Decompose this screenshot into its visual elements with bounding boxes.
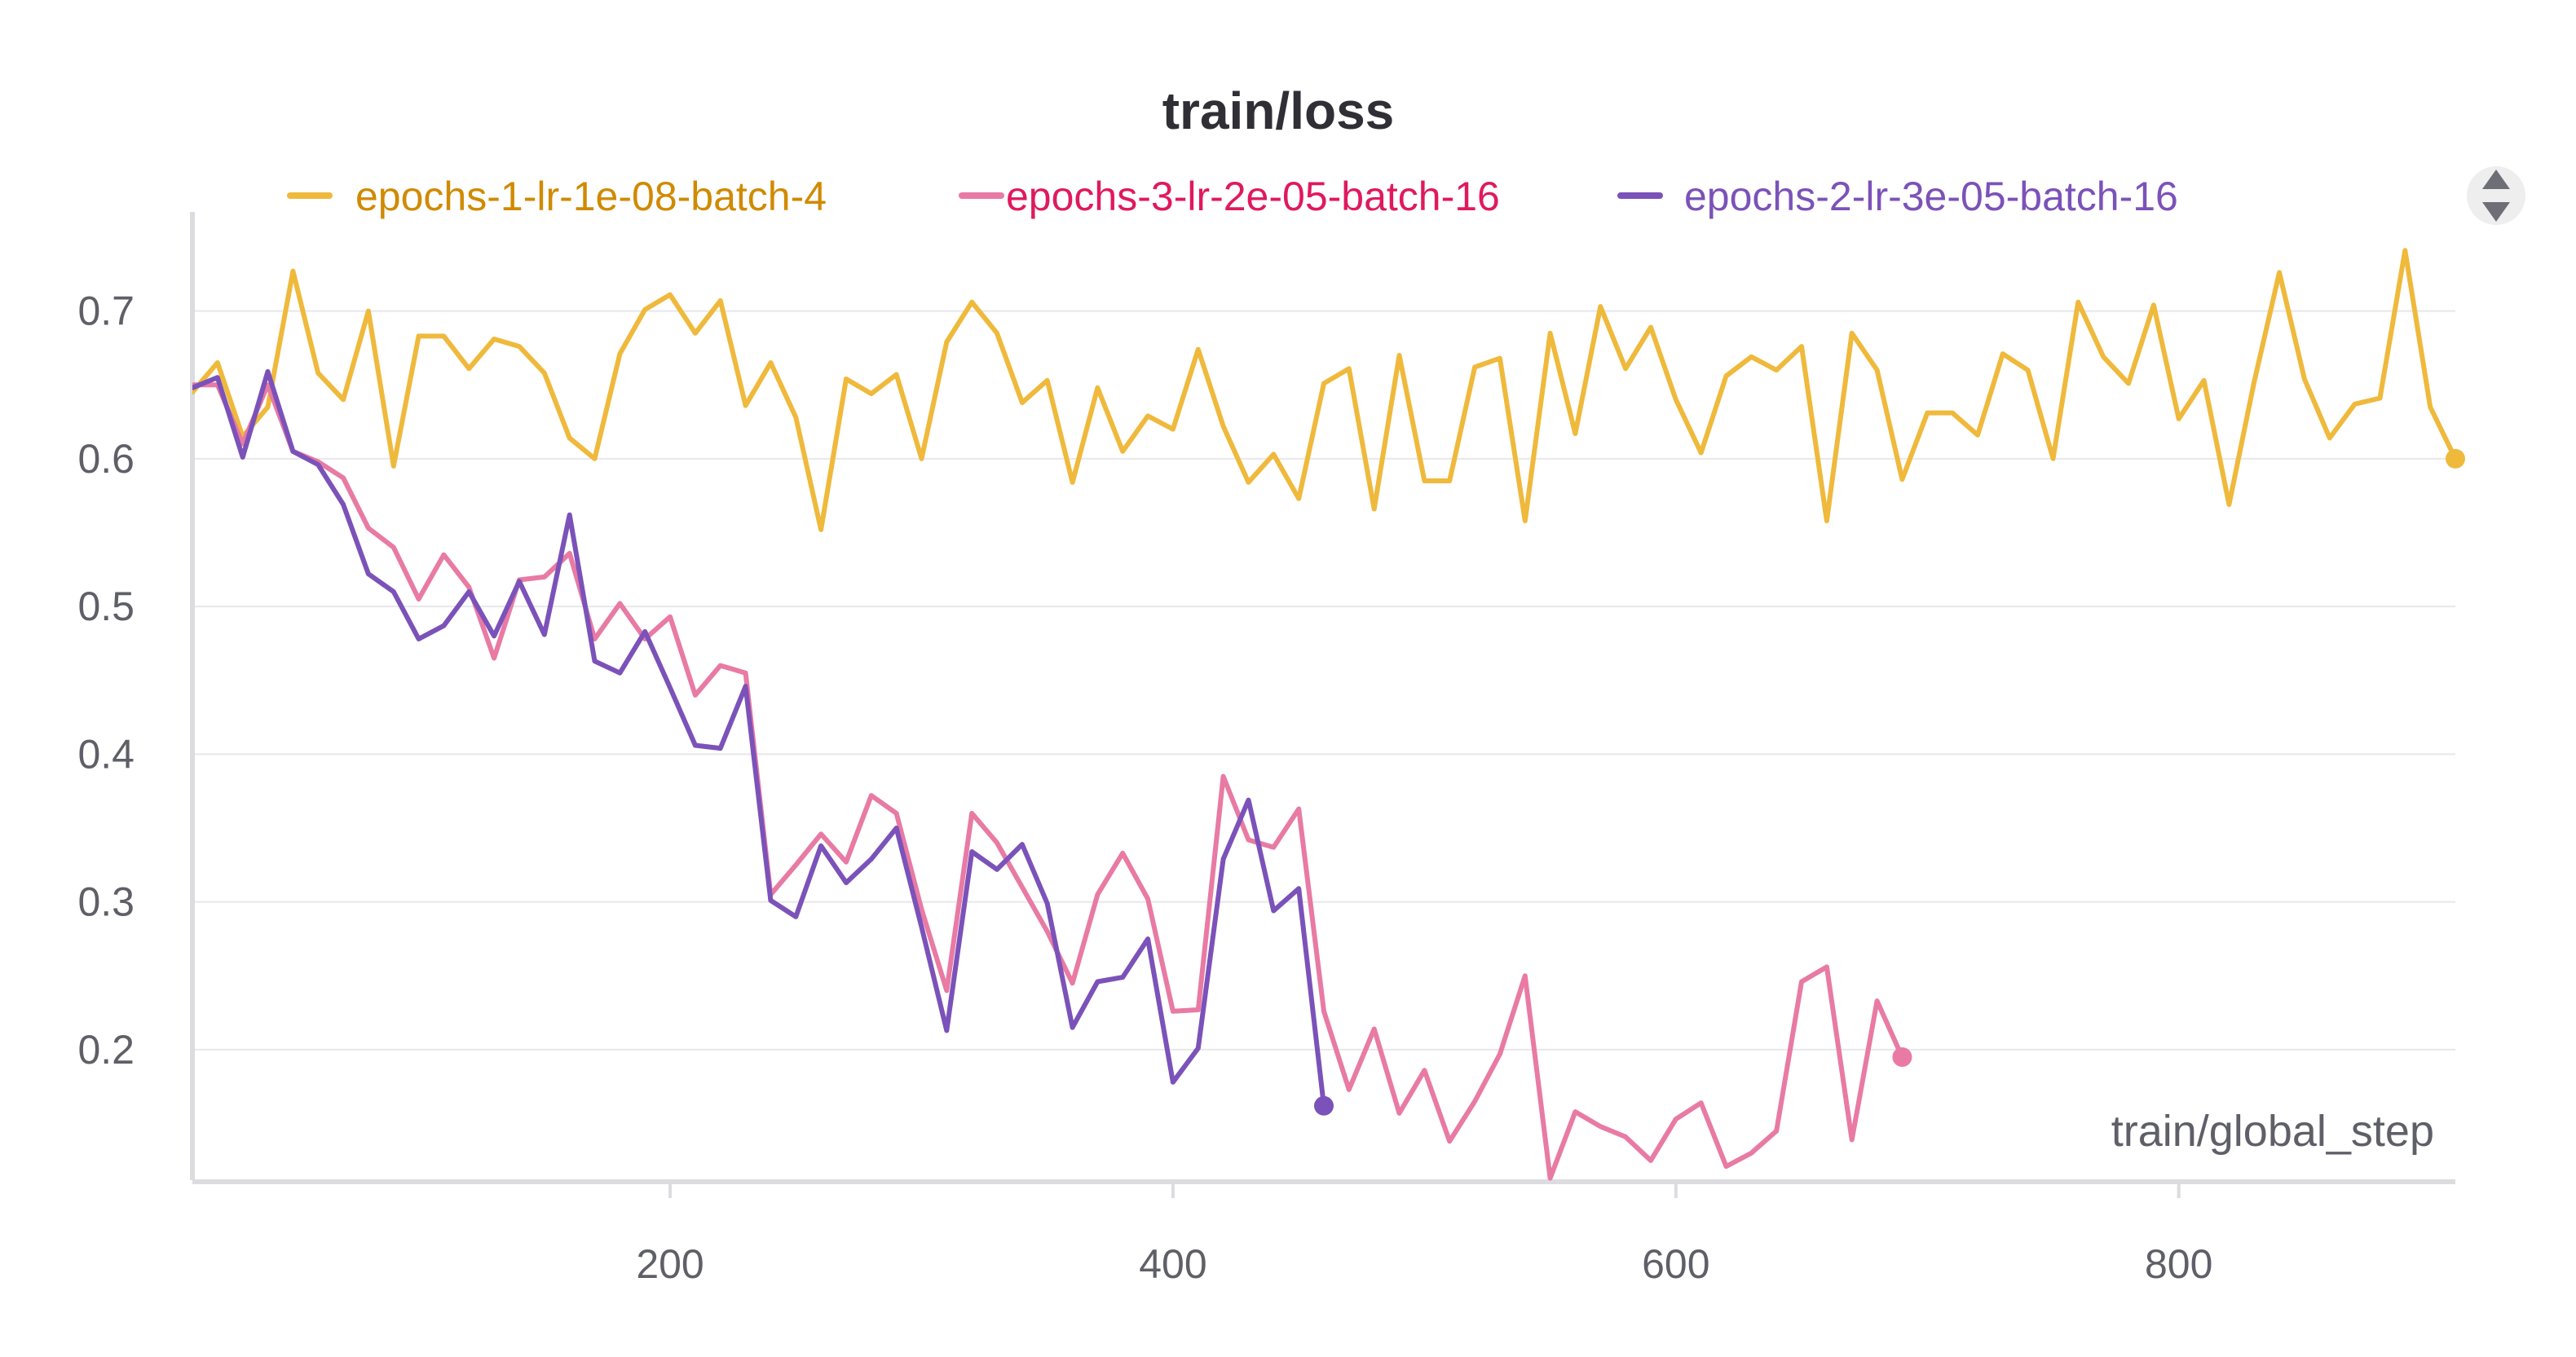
legend-label: epochs-3-lr-2e-05-batch-16 xyxy=(1006,174,1500,219)
y-tick-label: 0.4 xyxy=(77,731,135,777)
x-tick-label: 200 xyxy=(636,1241,704,1287)
sort-arrows-icon[interactable] xyxy=(2467,166,2525,225)
x-axis-label: train/global_step xyxy=(2111,1107,2434,1156)
grid: 0.2 0.3 0.4 0.5 0.6 0.7 xyxy=(77,289,2455,1073)
series-2 xyxy=(192,382,1912,1181)
legend-label: epochs-1-lr-1e-08-batch-4 xyxy=(355,174,827,219)
x-tick-label: 800 xyxy=(2145,1241,2212,1287)
legend-item[interactable]: epochs-1-lr-1e-08-batch-4 xyxy=(287,174,827,219)
y-tick-label: 0.7 xyxy=(77,289,135,334)
series-line xyxy=(192,368,1326,1108)
series-layer xyxy=(192,248,2465,1181)
legend-item[interactable]: epochs-2-lr-3e-05-batch-16 xyxy=(1617,174,2178,219)
series-3 xyxy=(192,368,1334,1116)
series-end-marker[interactable] xyxy=(1314,1095,1334,1116)
y-tick-label: 0.2 xyxy=(77,1027,135,1073)
x-tick-label: 400 xyxy=(1139,1241,1206,1287)
y-tick-label: 0.3 xyxy=(77,879,135,925)
axes: 200 400 600 800 xyxy=(190,212,2455,1287)
legend-item[interactable]: epochs-3-lr-2e-05-batch-16 xyxy=(959,174,1500,219)
series-end-marker[interactable] xyxy=(2446,448,2465,469)
y-tick-label: 0.6 xyxy=(77,436,135,482)
chart-title: train/loss xyxy=(1162,82,1395,140)
y-tick-label: 0.5 xyxy=(77,584,135,629)
series-line xyxy=(192,248,2458,532)
x-tick-label: 600 xyxy=(1642,1241,1709,1287)
series-1 xyxy=(192,248,2465,532)
series-end-marker[interactable] xyxy=(1892,1046,1912,1067)
series-line xyxy=(192,382,1905,1181)
legend-label: epochs-2-lr-3e-05-batch-16 xyxy=(1684,174,2178,219)
legend[interactable]: epochs-1-lr-1e-08-batch-4 epochs-3-lr-2e-… xyxy=(287,174,2178,219)
